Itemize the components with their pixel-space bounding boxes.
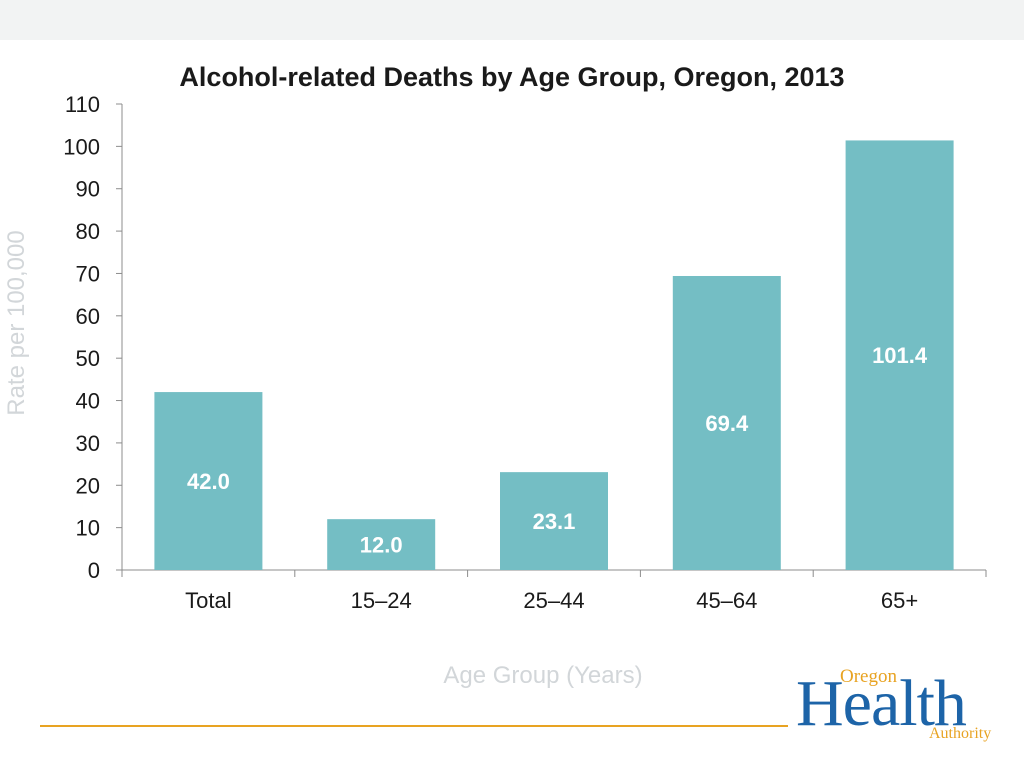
bar-value-label: 23.1 xyxy=(533,509,576,534)
logo-health-text: Health xyxy=(796,667,967,740)
x-tick-label: 45–64 xyxy=(696,588,757,613)
logo-authority-text: Authority xyxy=(929,725,992,742)
y-tick-label: 60 xyxy=(76,304,100,329)
y-tick-label: 20 xyxy=(76,473,100,498)
y-tick-label: 0 xyxy=(88,558,100,583)
bar-value-label: 101.4 xyxy=(872,343,928,368)
x-tick-label: 15–24 xyxy=(351,588,412,613)
x-axis-label: Age Group (Years) xyxy=(443,662,643,689)
logo-oregon-text: Oregon xyxy=(840,666,897,687)
y-tick-label: 80 xyxy=(76,219,100,244)
y-tick-label: 110 xyxy=(65,92,100,117)
top-band xyxy=(0,0,1024,40)
y-tick-label: 40 xyxy=(76,389,100,414)
y-tick-label: 30 xyxy=(76,431,100,456)
x-tick-label: 25–44 xyxy=(523,588,584,613)
x-tick-label: Total xyxy=(185,588,231,613)
bar-value-label: 42.0 xyxy=(187,469,230,494)
chart-title: Alcohol-related Deaths by Age Group, Ore… xyxy=(179,62,845,92)
x-tick-label: 65+ xyxy=(881,588,918,613)
y-tick-label: 50 xyxy=(76,346,100,371)
y-tick-label: 90 xyxy=(76,177,100,202)
y-tick-label: 10 xyxy=(76,516,100,541)
footer-rule xyxy=(40,725,788,727)
bar-value-label: 69.4 xyxy=(705,411,749,436)
bar-value-label: 12.0 xyxy=(360,533,403,558)
bar-4 xyxy=(845,140,954,570)
bar-0 xyxy=(154,392,263,570)
bar-1 xyxy=(327,519,436,570)
y-tick-label: 70 xyxy=(76,261,100,286)
oregon-health-authority-logo: Oregon Health Authority xyxy=(796,666,1001,746)
y-axis-label: Rate per 100,000 xyxy=(3,230,30,416)
y-tick-label: 100 xyxy=(63,134,100,159)
bar-2 xyxy=(500,472,608,570)
bar-3 xyxy=(672,275,781,570)
